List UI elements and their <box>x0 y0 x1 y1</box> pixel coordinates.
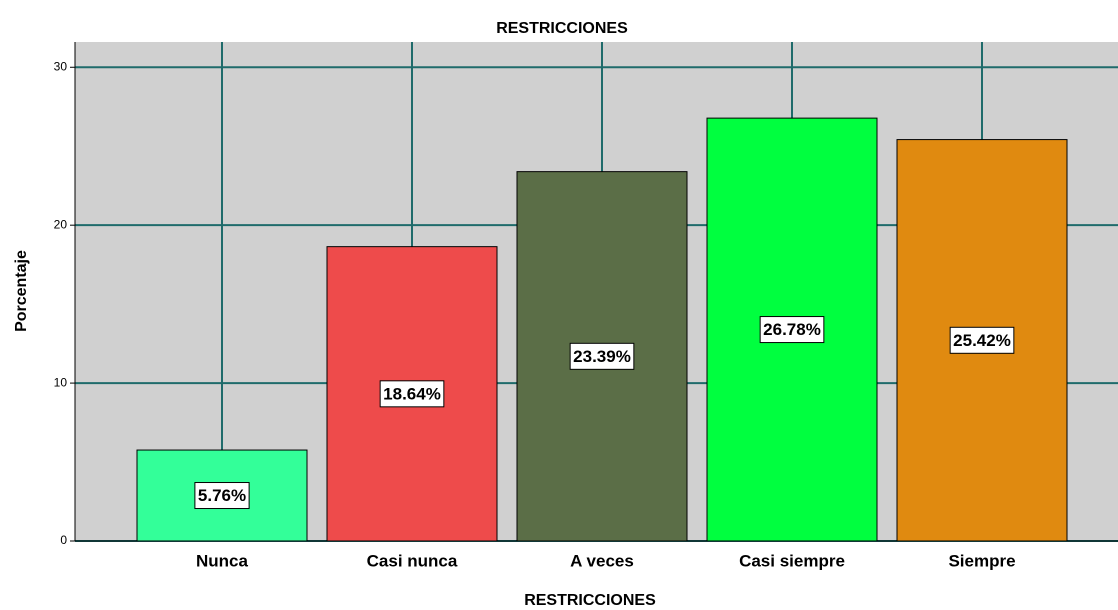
x-tick-label: Casi nunca <box>367 551 458 570</box>
value-label-box <box>759 316 825 344</box>
value-label: 26.78% <box>763 320 821 339</box>
y-tick-label: 10 <box>54 375 68 389</box>
x-axis-label: RESTRICCIONES <box>524 592 656 609</box>
y-tick-label: 0 <box>60 533 67 547</box>
x-tick-label: Siempre <box>948 551 1015 570</box>
y-tick-label: 30 <box>54 59 68 73</box>
value-label-box <box>194 482 250 510</box>
x-tick-label: Nunca <box>196 551 249 570</box>
x-tick-label: A veces <box>570 551 634 570</box>
chart-title: RESTRICCIONES <box>496 20 628 37</box>
value-label-box <box>569 342 635 370</box>
value-label: 18.64% <box>383 384 441 403</box>
value-label: 23.39% <box>573 347 631 366</box>
value-label: 5.76% <box>198 486 246 505</box>
y-axis-label: Porcentaje <box>13 250 30 332</box>
x-tick-label: Casi siempre <box>739 551 845 570</box>
value-label-box <box>949 326 1015 354</box>
value-label-box <box>379 380 445 408</box>
value-label: 25.42% <box>953 331 1011 350</box>
y-tick-label: 20 <box>54 217 68 231</box>
